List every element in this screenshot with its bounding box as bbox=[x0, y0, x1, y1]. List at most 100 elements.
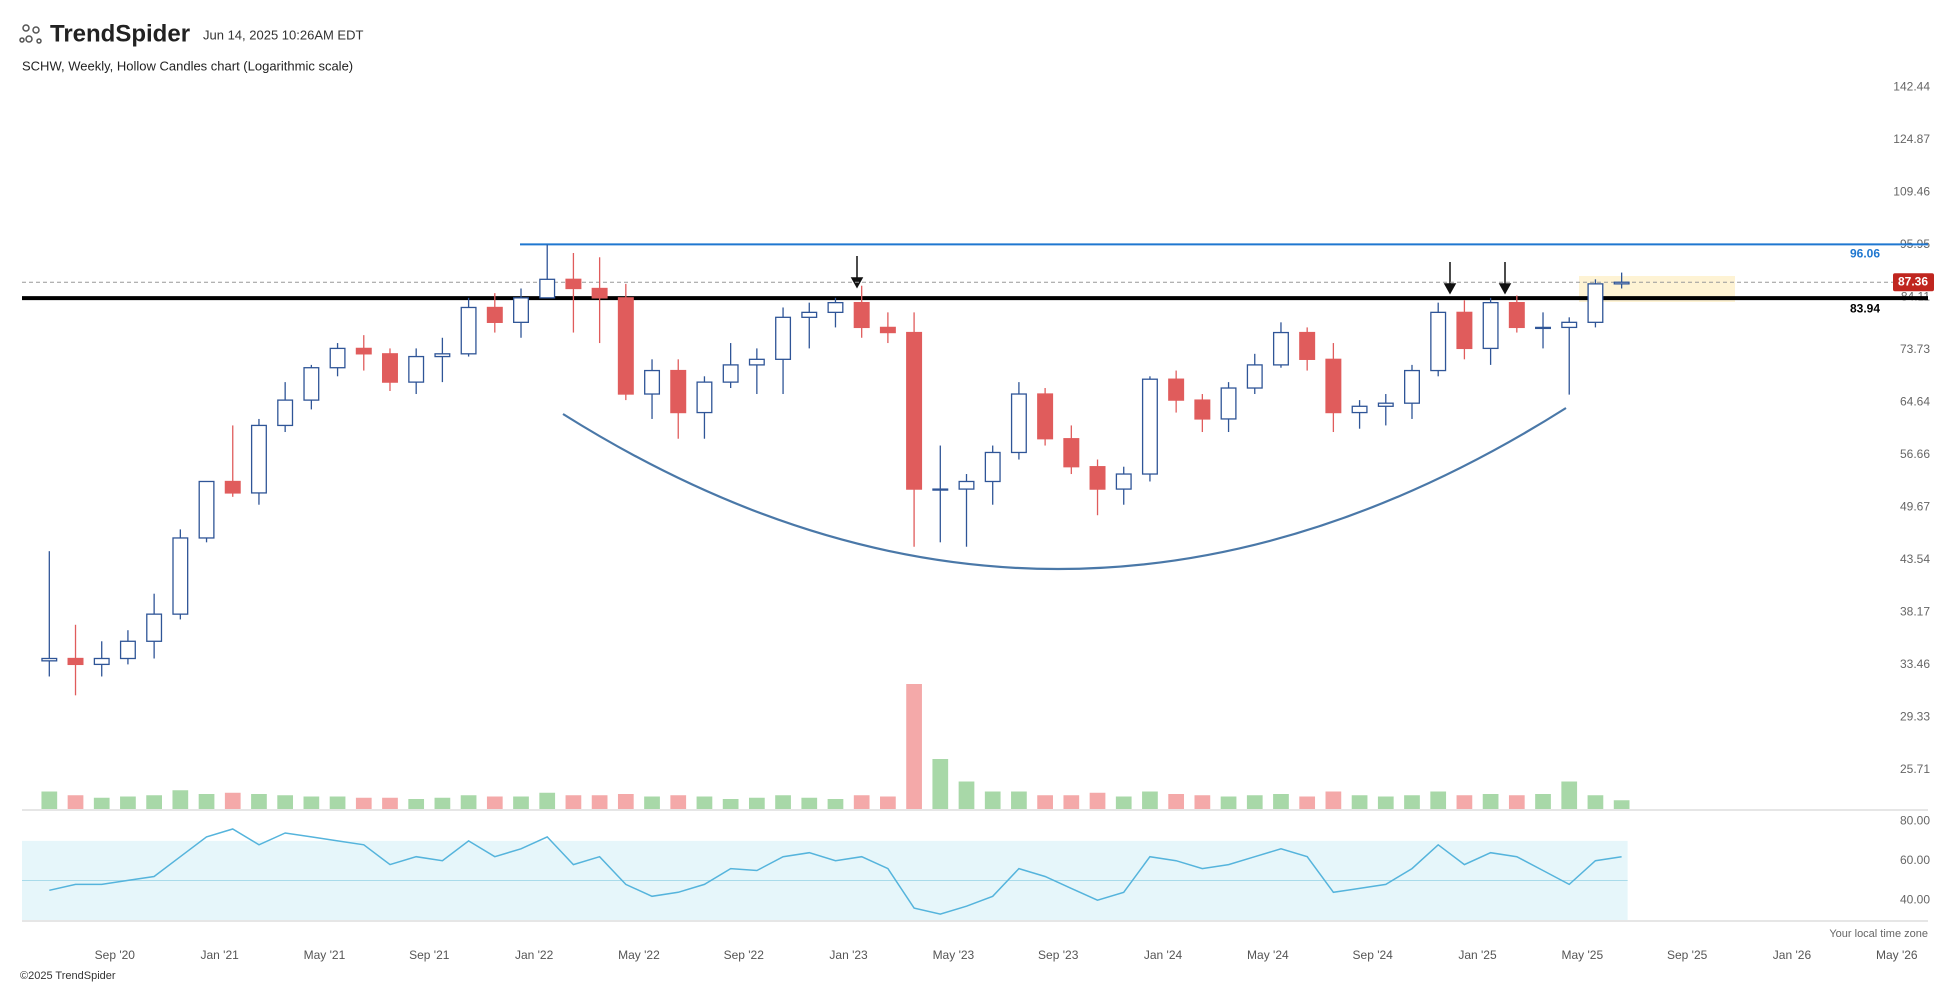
y-tick-label: 124.87 bbox=[1893, 132, 1930, 146]
x-tick-label: May '23 bbox=[933, 948, 975, 962]
candle-body bbox=[303, 367, 320, 401]
x-tick-label: Jan '26 bbox=[1773, 948, 1812, 962]
volume-bar bbox=[1063, 795, 1080, 809]
x-tick-label: Sep '25 bbox=[1667, 948, 1708, 962]
volume-bar bbox=[67, 795, 84, 809]
volume-bar bbox=[696, 796, 713, 809]
volume-bar bbox=[775, 795, 791, 809]
candle-body bbox=[381, 353, 398, 383]
candle-body bbox=[670, 369, 687, 414]
volume-bar bbox=[120, 796, 136, 809]
timezone-note: Your local time zone bbox=[1829, 928, 1928, 940]
candle-body bbox=[1587, 283, 1604, 323]
volume-bar bbox=[906, 684, 922, 809]
candle-body bbox=[906, 331, 923, 490]
volume-bar bbox=[1587, 795, 1604, 809]
candle-body bbox=[224, 480, 241, 494]
candle-body bbox=[853, 301, 870, 329]
volume-bar bbox=[932, 759, 949, 809]
volume-bar bbox=[670, 795, 687, 809]
volume-bar bbox=[1299, 796, 1316, 809]
y-tick-label: 49.67 bbox=[1900, 500, 1930, 514]
candle-body bbox=[198, 480, 215, 539]
candle-body bbox=[644, 369, 661, 395]
candle-body bbox=[958, 480, 975, 490]
candle-body bbox=[827, 301, 844, 314]
volume-bar bbox=[1273, 794, 1289, 809]
candle-body bbox=[119, 640, 136, 660]
x-tick-label: May '22 bbox=[618, 948, 660, 962]
footer: ©2025 TrendSpider bbox=[20, 970, 116, 982]
candle-body bbox=[1456, 311, 1473, 350]
x-tick-label: May '25 bbox=[1562, 948, 1604, 962]
x-tick-label: Sep '20 bbox=[95, 948, 136, 962]
candle-body bbox=[355, 347, 372, 355]
level-label: 83.94 bbox=[1850, 301, 1880, 315]
candle-body bbox=[984, 451, 1001, 483]
candle-body bbox=[1351, 405, 1368, 414]
volume-bar bbox=[1142, 791, 1158, 809]
volume-bar bbox=[1115, 796, 1132, 809]
candle-body bbox=[879, 326, 896, 334]
y-tick-label: 80.00 bbox=[1900, 813, 1930, 827]
volume-bar bbox=[591, 795, 608, 809]
candle-body bbox=[408, 355, 425, 383]
volume-bar bbox=[801, 797, 818, 809]
y-tick-label: 40.00 bbox=[1900, 892, 1930, 906]
y-tick-label: 142.44 bbox=[1893, 79, 1930, 93]
volume-bar bbox=[251, 794, 267, 809]
volume-bar bbox=[1246, 795, 1263, 809]
volume-bar bbox=[460, 795, 477, 809]
y-tick-label: 43.54 bbox=[1900, 552, 1930, 566]
y-tick-label: 73.73 bbox=[1900, 342, 1930, 356]
logo: TrendSpider bbox=[50, 20, 190, 47]
volume-bar bbox=[434, 797, 451, 809]
candle-body bbox=[93, 657, 110, 666]
candle-body bbox=[1430, 311, 1447, 372]
volume-bar bbox=[1168, 794, 1185, 809]
volume-bar bbox=[853, 795, 870, 809]
candle-body bbox=[1535, 326, 1552, 330]
volume-bar bbox=[1011, 791, 1027, 809]
candle-body bbox=[1272, 331, 1289, 366]
x-tick-label: Sep '24 bbox=[1353, 948, 1394, 962]
volume-bar bbox=[1037, 795, 1053, 809]
candle-body bbox=[591, 287, 608, 299]
candle-body bbox=[1063, 438, 1080, 468]
volume-bar bbox=[93, 797, 110, 809]
rsi-line bbox=[49, 828, 1622, 915]
candle-body bbox=[696, 381, 713, 414]
y-tick-label: 56.66 bbox=[1900, 447, 1930, 461]
volume-bar bbox=[355, 797, 372, 809]
volume-bar bbox=[146, 795, 162, 809]
volume-bar bbox=[539, 792, 556, 809]
volume-bar bbox=[329, 796, 346, 809]
candle-body bbox=[1325, 358, 1342, 414]
candle-body bbox=[41, 657, 58, 662]
volume-bar bbox=[958, 781, 975, 809]
candle-body bbox=[565, 278, 582, 290]
volume-bar bbox=[513, 796, 529, 809]
level-label: 96.06 bbox=[1850, 247, 1880, 261]
candle-body bbox=[1194, 399, 1211, 420]
candle-body bbox=[434, 353, 451, 358]
logo-icon bbox=[19, 24, 42, 44]
volume-bar bbox=[486, 796, 503, 809]
volume-bar bbox=[382, 797, 398, 809]
volume-bar bbox=[172, 790, 189, 809]
x-tick-label: Sep '23 bbox=[1038, 948, 1079, 962]
volume-bar bbox=[1220, 796, 1237, 809]
x-tick-label: Jan '24 bbox=[1144, 948, 1183, 962]
volume-bar bbox=[1508, 795, 1525, 809]
candle-body bbox=[748, 358, 765, 366]
x-tick-label: Jan '22 bbox=[515, 948, 554, 962]
y-tick-label: 64.64 bbox=[1900, 394, 1930, 408]
candle-body bbox=[801, 311, 818, 318]
candle-body bbox=[539, 278, 556, 299]
volume-bar bbox=[1325, 791, 1342, 809]
last-price-label: 87.36 bbox=[1898, 274, 1928, 288]
y-tick-label: 29.33 bbox=[1900, 710, 1930, 724]
y-tick-label: 38.17 bbox=[1900, 605, 1930, 619]
volume-bar bbox=[644, 796, 660, 809]
volume-bar bbox=[748, 797, 765, 809]
